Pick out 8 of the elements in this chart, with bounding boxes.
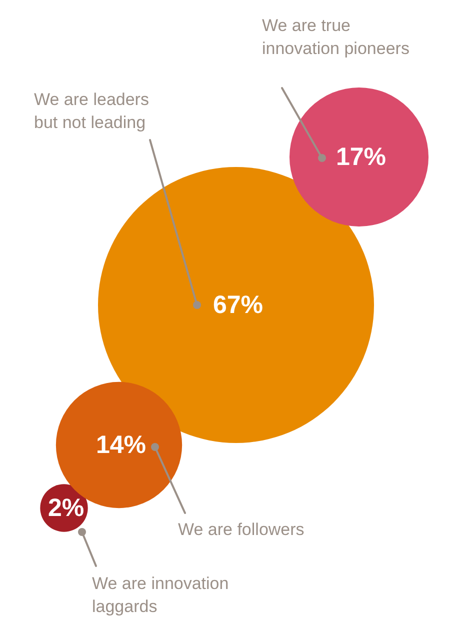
- category-label: We are true innovation pioneers: [262, 16, 410, 58]
- data-label: 2%: [48, 494, 84, 522]
- category-label: We are innovation laggards: [92, 574, 229, 616]
- category-label: We are leaders but not leading: [34, 90, 149, 132]
- data-label: 14%: [96, 430, 146, 459]
- data-label: 17%: [336, 142, 386, 171]
- data-label: 67%: [212, 290, 264, 319]
- category-label: We are followers: [178, 520, 304, 540]
